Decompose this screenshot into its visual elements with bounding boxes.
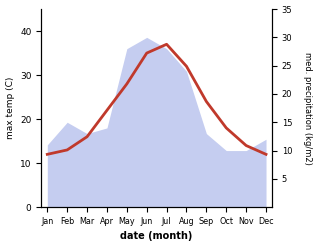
Y-axis label: med. precipitation (kg/m2): med. precipitation (kg/m2) <box>303 52 313 165</box>
X-axis label: date (month): date (month) <box>121 231 193 242</box>
Y-axis label: max temp (C): max temp (C) <box>5 77 15 139</box>
